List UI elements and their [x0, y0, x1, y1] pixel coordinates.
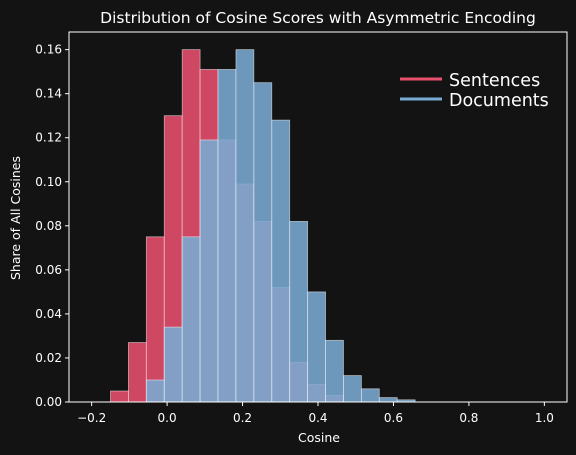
- x-tick-label: 1.0: [535, 411, 554, 425]
- bar-sentences-0: [110, 390, 129, 403]
- plot-area: [68, 31, 568, 403]
- legend-item-sentences: Sentences: [400, 71, 540, 91]
- bar-documents-7: [271, 119, 291, 403]
- y-tick-label: 0.08: [35, 219, 62, 233]
- bar-documents-6: [253, 82, 273, 403]
- y-axis-title: Share of All Cosines: [8, 156, 23, 280]
- y-tick-label: 0.10: [35, 175, 62, 189]
- bar-documents-1: [163, 326, 183, 403]
- x-tick-label: −0.2: [77, 411, 106, 425]
- y-tick-label: 0.14: [35, 87, 62, 101]
- bar-sentences-1: [128, 342, 147, 403]
- legend: Sentences Documents: [400, 71, 549, 111]
- legend-label-sentences: Sentences: [449, 71, 540, 91]
- x-tick-label: 0.4: [308, 411, 327, 425]
- chart-title: Distribution of Cosine Scores with Asymm…: [100, 9, 536, 27]
- x-tick-label: 0.8: [459, 411, 478, 425]
- x-axis: −0.2 0.0 0.2 0.4 0.6 0.8 1.0: [77, 402, 554, 425]
- legend-item-documents: Documents: [400, 91, 549, 111]
- bar-documents-2: [181, 236, 201, 403]
- bar-documents-3: [199, 139, 219, 403]
- x-tick-label: 0.0: [158, 411, 177, 425]
- y-tick-label: 0.06: [35, 263, 62, 277]
- x-tick-label: 0.6: [384, 411, 403, 425]
- bar-documents-0: [145, 379, 165, 403]
- bar-documents-5: [235, 49, 255, 403]
- bar-documents-8: [289, 220, 309, 403]
- y-axis: 0.00 0.02 0.04 0.06 0.08 0.10 0.12 0.14 0.16: [35, 43, 69, 409]
- bar-documents-13: [378, 397, 398, 403]
- y-tick-label: 0.02: [35, 351, 62, 365]
- y-tick-label: 0.04: [35, 307, 62, 321]
- bar-documents-11: [343, 375, 362, 403]
- bar-documents-12: [360, 388, 380, 403]
- bar-sentences-2: [145, 236, 165, 403]
- y-tick-label: 0.16: [35, 43, 62, 57]
- bar-documents-4: [217, 69, 237, 403]
- bar-documents-9: [307, 291, 326, 403]
- y-tick-label: 0.00: [35, 395, 62, 409]
- y-tick-label: 0.12: [35, 131, 62, 145]
- bar-documents-10: [325, 339, 344, 403]
- x-axis-title: Cosine: [298, 430, 340, 445]
- legend-label-documents: Documents: [449, 91, 549, 111]
- x-tick-label: 0.2: [233, 411, 252, 425]
